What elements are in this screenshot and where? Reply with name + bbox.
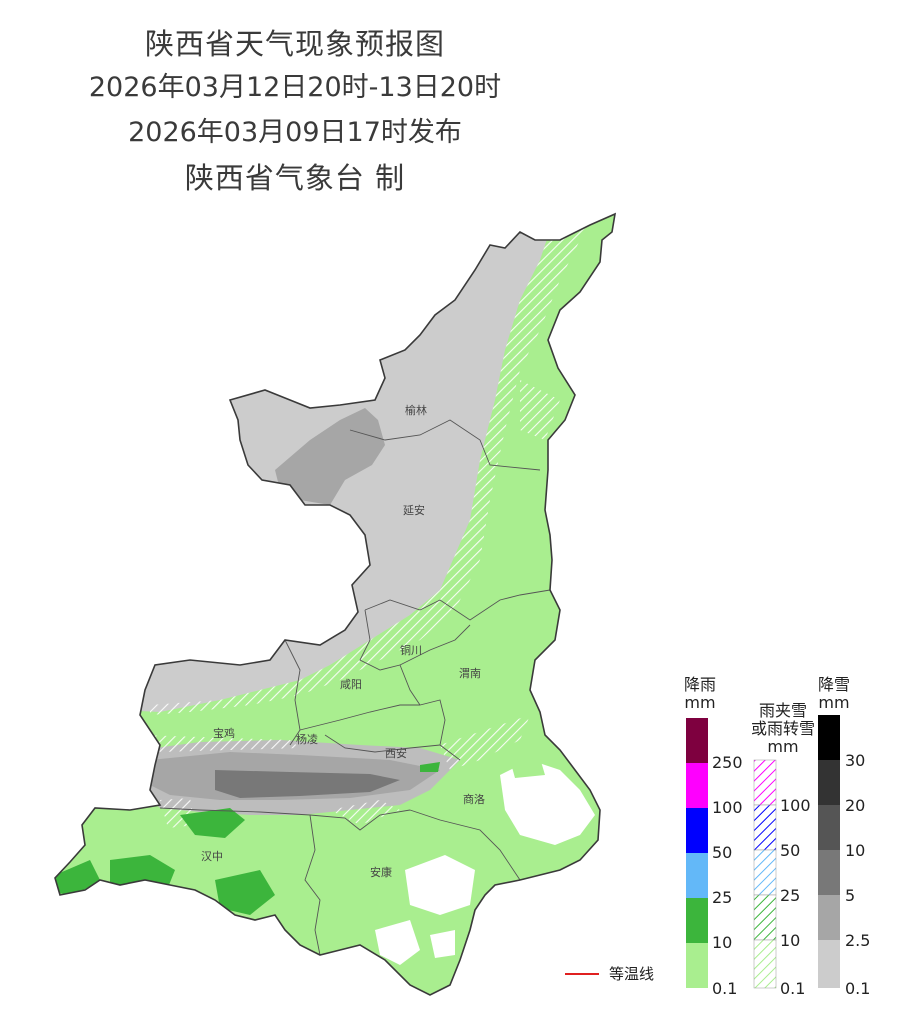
legend-rain-title: 降雨 mm: [680, 676, 720, 712]
map-header: 陕西省天气现象预报图 2026年03月12日20时-13日20时 2026年03…: [0, 22, 590, 200]
legend-rain-title-text: 降雨: [683, 675, 716, 694]
city-label-yanan: 延安: [403, 503, 425, 517]
legend-snow-swatch-0.1: [818, 940, 840, 988]
legend-rain-swatch-100: [686, 763, 708, 808]
city-label-xian: 西安: [385, 746, 407, 760]
legend-sleet-label-50: 50: [780, 841, 800, 860]
legend-sleet-title: 雨夹雪 或雨转雪 mm: [738, 702, 828, 756]
legend-sleet-title-text2: 或雨转雪: [750, 719, 815, 738]
legend-snow-swatch-30: [818, 715, 840, 760]
legend-snow-unit: mm: [818, 693, 850, 712]
legend-sleet-label-25: 25: [780, 886, 800, 905]
legend-rain-swatch-50: [686, 808, 708, 853]
legend-snow-label-30: 30: [845, 751, 865, 770]
legend-rain-label-0.1: 0.1: [712, 979, 737, 998]
city-label-yulin: 榆林: [405, 403, 427, 417]
city-label-ankang: 安康: [370, 865, 392, 879]
city-label-tongchuan: 铜川: [400, 643, 422, 657]
legend-sleet-unit: mm: [767, 737, 799, 756]
legend-snow-title-text: 降雪: [817, 675, 850, 694]
city-boundaries: [159, 419, 551, 956]
legend-rain: 0.1 10 25 50 100 250: [686, 718, 743, 998]
legend-sleet: 0.1 10 25 50 100: [753, 759, 811, 998]
legend-sleet-label-10: 10: [780, 931, 800, 950]
legend-sleet-swatch-100: [753, 759, 777, 806]
legend-sleet-swatch-0.1: [753, 939, 777, 989]
legend-snow-title: 降雪 mm: [812, 676, 856, 712]
city-label-weinan: 渭南: [459, 667, 481, 680]
legend-sleet-swatch-50: [753, 804, 777, 851]
city-label-baoji: 宝鸡: [213, 726, 235, 740]
legend-snow-label-5: 5: [845, 886, 855, 905]
city-label-yangling: 杨凌: [296, 732, 318, 746]
legend-snow-label-2.5: 2.5: [845, 931, 870, 950]
city-label-shangluo: 商洛: [463, 792, 485, 806]
city-label-xianyang: 咸阳: [340, 678, 362, 691]
legend-rain-swatch-25: [686, 853, 708, 898]
legend-snow-swatch-20: [818, 760, 840, 805]
city-labels: 榆林 延安 铜川 咸阳 渭南 宝鸡 杨凌 西安 商洛 汉中 安康: [201, 403, 485, 879]
legend-rain-unit: mm: [684, 693, 716, 712]
legend-sleet-label-0.1: 0.1: [780, 979, 805, 998]
legend-snow: 0.1 2.5 5 10 20 30: [818, 715, 870, 998]
isotherm-line-swatch: [565, 972, 599, 975]
city-label-hanzhong: 汉中: [201, 850, 223, 863]
legend-sleet-label-100: 100: [780, 796, 811, 815]
forecast-period: 2026年03月12日20时-13日20时: [88, 72, 502, 103]
legend-rain-label-25: 25: [712, 888, 732, 907]
map-title: 陕西省天气现象预报图: [144, 27, 445, 61]
legend-rain-swatch-0.1: [686, 943, 708, 988]
legend-rain-label-100: 100: [712, 798, 743, 817]
legend-snow-label-0.1: 0.1: [845, 979, 870, 998]
legend-rain-swatch-10: [686, 898, 708, 943]
legend-rain-label-250: 250: [712, 753, 743, 772]
legend-snow-label-10: 10: [845, 841, 865, 860]
producer: 陕西省气象台 制: [184, 161, 406, 195]
legend-rain-swatch-250: [686, 718, 708, 763]
isotherm-label: 等温线: [609, 965, 655, 983]
legend-snow-swatch-10: [818, 805, 840, 850]
legend-sleet-swatch-25: [753, 849, 777, 896]
issue-time: 2026年03月09日17时发布: [128, 117, 462, 148]
legend-snow-swatch-5: [818, 850, 840, 895]
legend-snow-swatch-2.5: [818, 895, 840, 940]
legend-isotherm: 等温线: [565, 963, 654, 984]
legend-rain-label-50: 50: [712, 843, 732, 862]
legend-sleet-title-text: 雨夹雪: [758, 701, 807, 720]
legend-rain-label-10: 10: [712, 933, 732, 952]
legend-snow-label-20: 20: [845, 796, 865, 815]
legend-sleet-swatch-10: [753, 894, 777, 941]
